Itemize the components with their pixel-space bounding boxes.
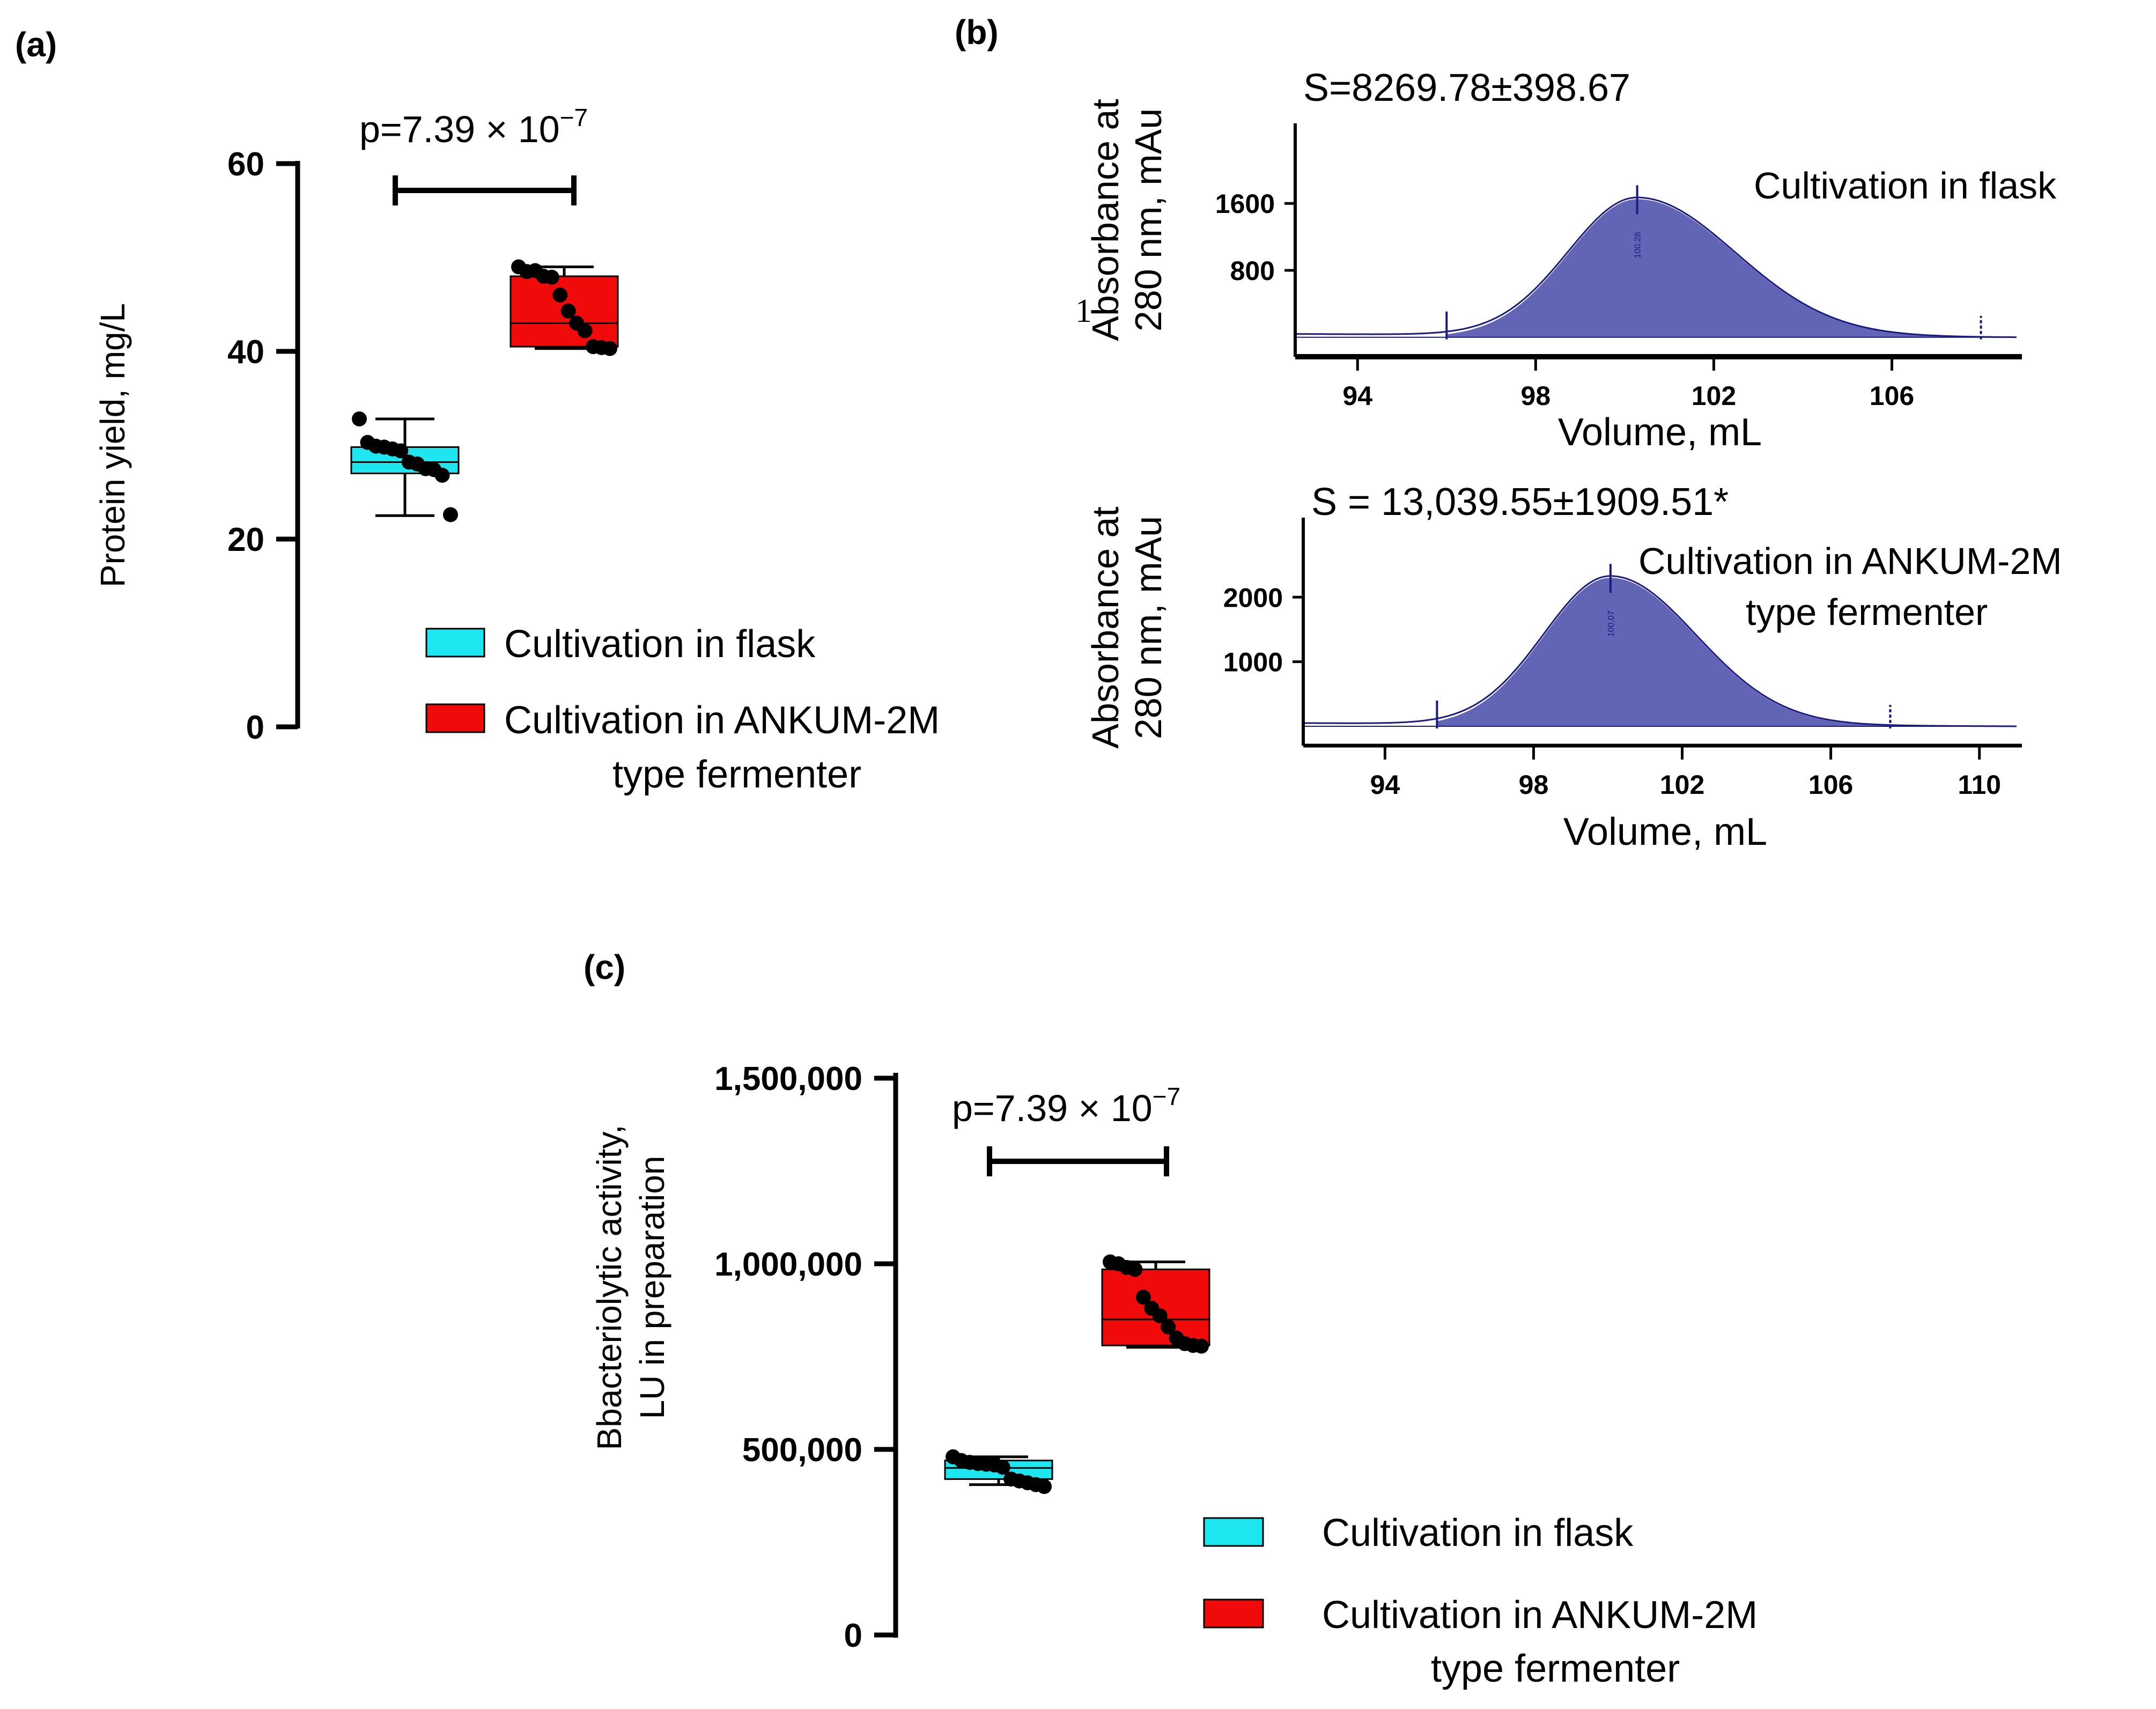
stray-tick-label: 1	[1075, 293, 1092, 329]
data-point	[393, 443, 409, 459]
legend-label-fermenter: Cultivation in ANKUM-2M	[504, 699, 940, 742]
box-fermenter	[1101, 1254, 1210, 1354]
panel-a-box-plot: 0 20 40 60 Protein yield, mg/L p=7.39 × 10−…	[93, 104, 940, 796]
panel-label-c: (c)	[584, 948, 625, 986]
chromatogram-annotation-line1: Cultivation in ANKUM-2M	[1638, 540, 2062, 582]
chromatogram-title: S=8269.78±398.67	[1303, 67, 1630, 109]
data-point	[1152, 1308, 1168, 1323]
y-axis-label-line2: LU in preparation	[633, 1156, 671, 1419]
y-axis-label-line1: Absorbance at	[1084, 506, 1126, 748]
panel-label-b: (b)	[955, 13, 999, 51]
panel-label-a: (a)	[15, 25, 57, 64]
y-axis-label-line2: 280 nm, mAu	[1127, 108, 1169, 332]
x-tick-label: 94	[1370, 770, 1400, 800]
legend-swatch-fermenter	[1203, 1598, 1264, 1629]
legend-swatch-flask	[1203, 1517, 1264, 1547]
p-value-text: p=7.39 × 10	[952, 1087, 1153, 1129]
data-point	[434, 468, 450, 483]
legend-label-flask: Cultivation in flask	[504, 623, 816, 666]
y-tick-label: 40	[227, 334, 264, 371]
y-tick-label: 0	[844, 1617, 862, 1654]
y-tick-label: 1,000,000	[714, 1246, 862, 1283]
data-point	[995, 1460, 1010, 1475]
panel-b-top-chromatogram: S=8269.78±398.67 Cultivation in flask Ab…	[1075, 67, 2057, 454]
x-tick-label: 98	[1519, 770, 1549, 800]
data-point	[560, 303, 576, 319]
legend-label-flask: Cultivation in flask	[1322, 1512, 1634, 1555]
y-tick-label: 500,000	[742, 1432, 862, 1469]
data-point	[544, 269, 559, 285]
y-axis-label-line1: Bbacteriolytic activity,	[590, 1125, 629, 1450]
x-tick-label: 106	[1870, 381, 1914, 411]
absorbance-trace	[1303, 575, 2017, 727]
legend-label-fermenter-line2: type fermenter	[612, 753, 861, 796]
legend-label-fermenter-line2: type fermenter	[1431, 1647, 1680, 1690]
box-flask	[944, 1449, 1053, 1494]
data-point	[1037, 1479, 1052, 1494]
chromatogram-annotation-line2: type fermenter	[1746, 591, 1988, 633]
y-tick-label: 2000	[1223, 583, 1283, 613]
peak-label: 100.07	[1607, 610, 1616, 637]
chromatogram-annotation: Cultivation in flask	[1754, 165, 2057, 207]
panel-b-bottom-chromatogram: S = 13,039.55±1909.51* Cultivation in AN…	[1084, 481, 2062, 853]
box-flask	[350, 411, 460, 522]
y-tick-label: 60	[227, 146, 264, 183]
data-point	[352, 411, 367, 426]
data-point	[443, 507, 458, 522]
y-axis-label: Protein yield, mg/L	[93, 303, 132, 587]
chromatogram-title: S = 13,039.55±1909.51*	[1311, 481, 1729, 524]
x-tick-label: 98	[1521, 381, 1551, 411]
legend-label-fermenter: Cultivation in ANKUM-2M	[1322, 1594, 1758, 1637]
y-tick-label: 0	[246, 709, 264, 746]
data-point	[602, 341, 617, 356]
x-tick-label: 102	[1660, 770, 1704, 800]
y-axis-label-line2: 280 nm, mAu	[1127, 516, 1169, 739]
significance-label: p=7.39 × 10−7	[952, 1082, 1180, 1129]
x-tick-label: 94	[1342, 381, 1372, 411]
p-value-exponent: −7	[1153, 1082, 1180, 1110]
y-tick-label: 1,500,000	[714, 1060, 862, 1097]
data-point	[1194, 1338, 1209, 1354]
box-iqr	[1101, 1268, 1210, 1346]
absorbance-trace	[1295, 196, 2017, 338]
significance-label: p=7.39 × 10−7	[359, 104, 588, 150]
data-point	[1135, 1290, 1151, 1305]
panel-c-box-plot: 0 500,000 1,000,000 1,500,000 Bbacteriolyti…	[590, 1060, 1758, 1690]
peak-area	[1446, 199, 1981, 337]
legend-swatch-flask	[425, 628, 485, 658]
x-tick-label: 110	[1958, 770, 2001, 800]
peak-label: 100.28	[1634, 232, 1643, 258]
y-tick-label: 800	[1230, 256, 1275, 286]
y-tick-label: 20	[227, 521, 264, 558]
y-axis-label-line1: Absorbance at	[1084, 99, 1126, 341]
data-point	[1161, 1319, 1176, 1335]
p-value-exponent: −7	[560, 104, 588, 131]
y-tick-label: 1600	[1215, 189, 1275, 219]
x-axis-label: Volume, mL	[1563, 811, 1767, 853]
y-tick-label: 1000	[1223, 647, 1283, 677]
peak-area	[1437, 578, 1891, 726]
x-tick-label: 106	[1808, 770, 1853, 800]
data-point	[1127, 1262, 1143, 1277]
legend-swatch-fermenter	[425, 703, 485, 733]
data-point	[577, 323, 593, 338]
p-value-text: p=7.39 × 10	[359, 108, 560, 150]
box-fermenter	[510, 259, 619, 356]
x-axis-label: Volume, mL	[1558, 411, 1762, 454]
data-point	[552, 288, 568, 303]
x-tick-label: 102	[1692, 381, 1736, 411]
